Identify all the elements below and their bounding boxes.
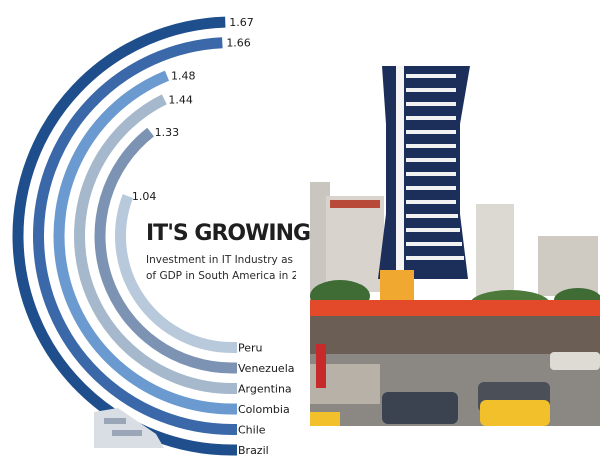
arc-bar-argentina: [74, 94, 237, 394]
category-label-argentina: Argentina: [238, 383, 292, 396]
category-label-chile: Chile: [238, 424, 266, 437]
chart-subtitle-line-2: of GDP in South America in 201: [146, 270, 296, 282]
value-label-peru: 1.04: [132, 190, 157, 203]
category-label-colombia: Colombia: [238, 403, 290, 416]
category-label-venezuela: Venezuela: [238, 362, 295, 375]
photo-tower-street: [310, 64, 600, 426]
value-label-argentina: 1.44: [168, 93, 193, 106]
chart-title: IT'S GROWING: [146, 221, 311, 246]
arc-bar-colombia: [53, 70, 237, 415]
value-label-chile: 1.66: [226, 37, 251, 50]
category-label-brazil: Brazil: [238, 444, 269, 457]
chart-subtitle-line-1: Investment in IT Industry as a %: [146, 254, 296, 266]
category-label-peru: Peru: [238, 342, 263, 355]
arc-bar-chile: [33, 37, 237, 435]
arc-bar-venezuela: [94, 127, 237, 374]
photo-fragment-building: [94, 408, 164, 448]
value-label-brazil: 1.67: [229, 16, 254, 29]
value-label-venezuela: 1.33: [155, 126, 180, 139]
arc-bar-peru: [115, 194, 237, 353]
value-label-colombia: 1.48: [171, 70, 196, 83]
chart-subtitle: Investment in IT Industry as a % of GDP …: [146, 252, 296, 284]
